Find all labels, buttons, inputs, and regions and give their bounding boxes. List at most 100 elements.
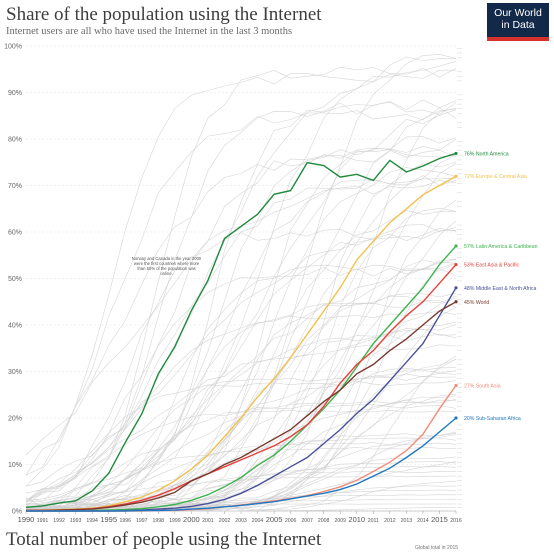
series-end-dot xyxy=(454,416,458,420)
y-tick-label: 40% xyxy=(8,323,22,330)
y-tick-label: 70% xyxy=(8,183,22,190)
series-label: 20% Sub-Saharan Africa xyxy=(464,416,521,422)
x-tick-label: 2008 xyxy=(318,518,330,524)
country-line xyxy=(25,108,457,512)
x-tick-label: 2011 xyxy=(368,518,379,524)
country-line xyxy=(25,475,457,505)
x-tick-label: 1997 xyxy=(136,518,148,524)
country-line xyxy=(25,107,457,512)
y-tick-label: 100% xyxy=(4,44,22,51)
y-tick-label: 60% xyxy=(8,230,22,237)
series-end-dot xyxy=(454,151,458,156)
x-tick-label: 2014 xyxy=(417,518,429,524)
x-tick-label: 2001 xyxy=(202,518,214,524)
line-labels-layer: 76% North America 72% Europe & Central As… xyxy=(464,151,538,422)
country-line xyxy=(25,109,457,510)
annotation-line: were the first countries where more xyxy=(134,261,200,266)
line-chart: 0%10%20%30%40%50%60%70%80%90%100%1990 199… xyxy=(4,44,538,525)
x-tick-label: 2004 xyxy=(252,518,264,524)
x-tick-label: 1992 xyxy=(53,518,65,524)
annotation-line: than 50% of the population was xyxy=(137,266,195,271)
series-label: 57% Latin America & Caribbean xyxy=(464,244,538,250)
x-tick-label: 2007 xyxy=(301,518,313,524)
logo-line-2: in Data xyxy=(501,19,535,31)
country-line xyxy=(25,310,457,501)
country-line xyxy=(25,267,457,507)
series-lines-layer[interactable] xyxy=(25,151,458,512)
country-line xyxy=(25,372,457,506)
x-tick-label: 2006 xyxy=(285,518,297,524)
country-line xyxy=(25,261,457,512)
x-tick-label: 2015 xyxy=(431,515,448,524)
footer-note: Global total in 2015 xyxy=(415,545,459,551)
country-line xyxy=(26,359,457,512)
x-tick-label: 1993 xyxy=(70,518,82,524)
y-tick-label: 0% xyxy=(12,509,22,516)
series-end-dot xyxy=(454,300,458,304)
x-tick-label: 1998 xyxy=(153,518,165,524)
chart-annotation: Norway and Canada in the year 2000 were t… xyxy=(132,256,202,276)
country-line xyxy=(25,149,457,476)
x-tick-label: 1994 xyxy=(86,518,98,524)
series-line-sub-saharan-africa[interactable] xyxy=(26,417,457,512)
country-line xyxy=(25,380,457,503)
x-tick-label: 2002 xyxy=(219,518,231,524)
country-line xyxy=(26,154,457,512)
y-tick-label: 20% xyxy=(8,416,22,423)
country-line xyxy=(25,369,457,512)
country-line xyxy=(25,227,457,487)
y-tick-label: 90% xyxy=(8,90,22,97)
series-end-dot xyxy=(454,174,458,178)
country-line xyxy=(25,107,457,476)
country-line xyxy=(25,442,457,510)
series-end-dot xyxy=(454,262,458,267)
series-line-world[interactable] xyxy=(26,301,457,512)
country-line xyxy=(25,446,457,502)
x-tick-label: 2012 xyxy=(384,518,396,524)
x-tick-label: 1990 xyxy=(18,515,35,524)
country-line xyxy=(25,224,457,510)
country-line xyxy=(25,375,457,512)
country-lines-layer xyxy=(25,48,462,512)
series-end-dot xyxy=(454,383,458,388)
series-label: 53% East Asia & Pacific xyxy=(464,263,519,269)
country-line xyxy=(25,344,457,494)
series-end-dot xyxy=(454,286,458,290)
y-tick-label: 50% xyxy=(8,276,22,283)
country-line xyxy=(25,56,457,512)
series-end-dot xyxy=(454,244,458,248)
country-line xyxy=(25,228,457,503)
country-line xyxy=(25,300,457,512)
country-line xyxy=(25,263,457,502)
country-line xyxy=(25,54,457,512)
series-label: 45% World xyxy=(464,300,489,306)
chart-subtitle: Internet users are all who have used the… xyxy=(6,26,293,37)
y-tick-label: 10% xyxy=(8,462,22,469)
x-tick-label: 2000 xyxy=(183,515,200,524)
annotation-line: online. xyxy=(160,271,172,276)
x-tick-label: 1991 xyxy=(37,518,49,524)
country-line xyxy=(25,147,457,508)
next-chart-title[interactable]: Total number of people using the Interne… xyxy=(6,529,322,550)
x-tick-label: 2013 xyxy=(401,518,413,524)
x-tick-label: 2009 xyxy=(334,518,346,524)
y-tick-label: 30% xyxy=(8,369,22,376)
y-tick-label: 80% xyxy=(8,137,22,144)
logo-accent-bar xyxy=(487,37,549,41)
logo-line-1: Our World xyxy=(494,7,542,19)
x-tick-label: 1995 xyxy=(100,515,117,524)
country-line xyxy=(25,101,457,507)
our-world-in-data-logo[interactable]: Our World in Data xyxy=(487,3,549,41)
series-label: 27% South Asia xyxy=(464,383,501,389)
series-label: 48% Middle East & North Africa xyxy=(464,286,536,292)
series-line-north-america[interactable] xyxy=(25,152,457,508)
x-tick-label: 2016 xyxy=(450,518,462,524)
x-tick-label: 1999 xyxy=(169,518,181,524)
series-label: 72% Europe & Central Asia xyxy=(464,174,527,180)
country-line xyxy=(25,409,457,501)
country-line xyxy=(25,66,457,511)
x-tick-label: 2003 xyxy=(235,518,247,524)
country-line xyxy=(25,69,456,487)
x-tick-label: 1996 xyxy=(119,518,131,524)
x-tick-label: 2010 xyxy=(348,515,365,524)
